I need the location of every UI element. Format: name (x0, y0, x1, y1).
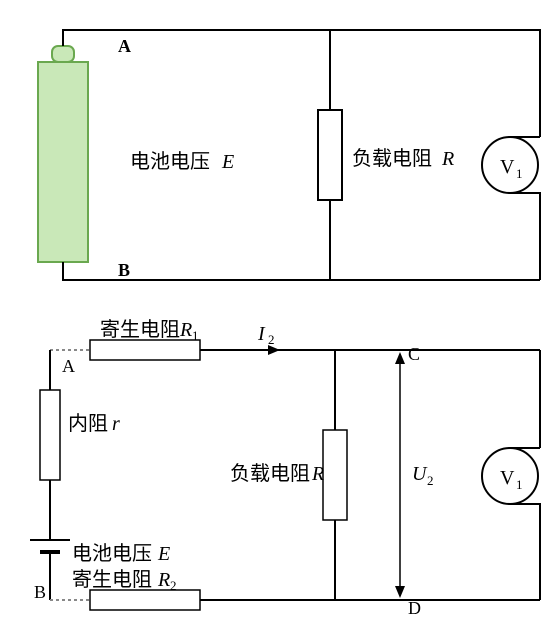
voltmeter-bot-sub: 1 (516, 477, 523, 492)
r1-sub: 1 (192, 328, 199, 343)
battery-voltage-label-bot: 电池电压 (72, 542, 152, 565)
load-label-bot: 负载电阻 (230, 462, 310, 485)
battery-voltage-label-top: 电池电压 (130, 150, 210, 173)
i2-sub: 2 (268, 332, 275, 347)
node-b-top: B (118, 260, 130, 280)
node-b-bot: B (34, 582, 46, 602)
battery-symbol (38, 46, 88, 262)
node-c-bot: C (408, 344, 420, 364)
load-R-top: R (441, 148, 454, 170)
battery-E-top: E (221, 151, 234, 173)
voltmeter-top-sub: 1 (516, 166, 523, 181)
u2-sym: U (412, 463, 428, 485)
node-a-bot: A (62, 356, 75, 376)
parasitic-r2 (90, 590, 200, 610)
r1-sym: R (179, 319, 192, 341)
load-resistor-bot (323, 430, 347, 520)
r2-sub: 2 (170, 578, 177, 593)
circuit-diagrams: V 1 A B 电池电压 E 负载电阻 R A B C (0, 0, 560, 637)
bottom-circuit: A B C D 寄生电阻 R 1 I 2 内阻 (30, 318, 540, 618)
voltmeter-bot-label: V (500, 467, 515, 489)
r-sym: r (112, 413, 120, 435)
battery-E-bot: E (157, 543, 170, 565)
top-circuit: V 1 A B 电池电压 E 负载电阻 R (38, 30, 540, 280)
battery-symbol-bottom (30, 540, 70, 552)
internal-label: 内阻 (68, 412, 108, 435)
voltmeter-top-label: V (500, 156, 515, 178)
u2-sub: 2 (427, 473, 434, 488)
load-resistor-top (318, 110, 342, 200)
voltage-u2-arrow (395, 352, 405, 598)
internal-resistor (40, 390, 60, 480)
parasitic-bot-label: 寄生电阻 (72, 568, 152, 591)
node-a-top: A (118, 36, 131, 56)
i2-sym: I (257, 323, 266, 345)
parasitic-top-label: 寄生电阻 (100, 318, 180, 341)
load-R-bot: R (311, 463, 324, 485)
r2-sym: R (157, 569, 170, 591)
parasitic-r1 (90, 340, 200, 360)
load-label-top: 负载电阻 (352, 147, 432, 170)
